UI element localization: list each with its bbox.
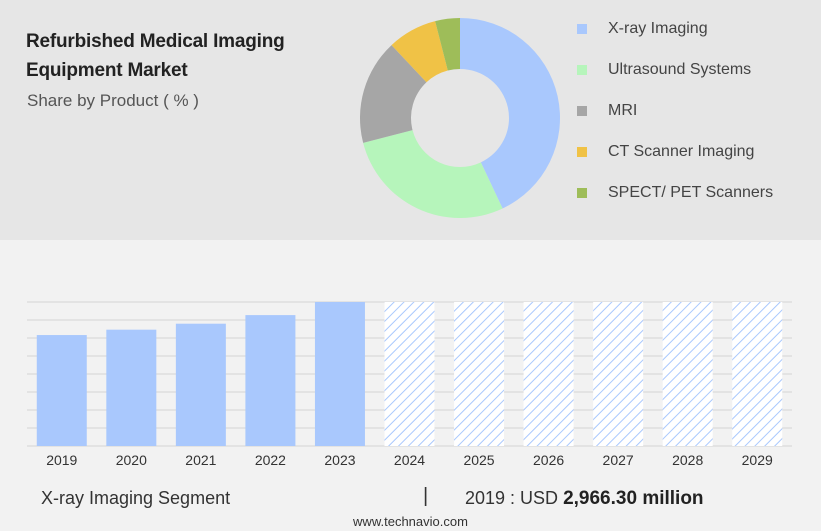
bar-2020 — [106, 329, 157, 446]
site-link[interactable]: www.technavio.com — [353, 514, 468, 529]
donut-slice-mri — [360, 45, 427, 143]
forecast-bar-2026 — [523, 302, 574, 446]
bar-2022 — [245, 315, 296, 446]
forecast-bar-2029 — [732, 302, 783, 446]
legend-item: Ultrasound Systems — [577, 49, 773, 90]
legend-swatch — [577, 105, 587, 116]
legend-item: SPECT/ PET Scanners — [577, 172, 773, 213]
donut-chart — [360, 18, 560, 219]
value-prefix: 2019 : USD — [465, 488, 559, 508]
legend-swatch — [577, 146, 587, 157]
legend-label: X-ray Imaging — [608, 19, 708, 37]
bar-chart: 2019 2020 2021 2022 2023 2024 2025 2026 2027 2028… — [27, 301, 792, 468]
footer-separator: | — [423, 485, 429, 507]
x-tick-label: 2021 — [185, 452, 216, 468]
x-tick-label: 2023 — [324, 452, 355, 468]
donut-slice-x-ray-imaging — [460, 18, 560, 209]
chart-subtitle: Share by Product ( % ) — [27, 91, 199, 110]
segment-value: 2019 : USD 2,966.30 million — [465, 488, 704, 510]
legend-item: CT Scanner Imaging — [577, 131, 773, 172]
chart-title: Refurbished Medical Imaging Equipment Ma… — [26, 31, 285, 81]
value-amount: 2,966.30 million — [563, 488, 704, 509]
segment-label: X-ray Imaging Segment — [41, 488, 231, 508]
x-tick-label: 2019 — [46, 452, 77, 468]
forecast-bar-2024 — [384, 302, 435, 446]
legend-label: Ultrasound Systems — [608, 60, 752, 78]
x-tick-label: 2020 — [116, 452, 147, 468]
legend-item: MRI — [577, 90, 773, 131]
x-tick-label: 2026 — [533, 452, 564, 468]
bar-marks — [36, 302, 783, 446]
legend-label: SPECT/ PET Scanners — [608, 183, 774, 201]
x-tick-label: 2024 — [394, 452, 425, 468]
donut-legend: X-ray Imaging Ultrasound Systems MRI CT Sca… — [577, 8, 773, 213]
donut-slice-ultrasound-systems — [363, 130, 503, 219]
bar-2021 — [175, 323, 226, 446]
donut-slice-spect-pet-scanners — [435, 18, 460, 71]
x-tick-label: 2027 — [603, 452, 634, 468]
bar-ticks: 2019 2020 2021 2022 2023 2024 2025 2026 2027 2028… — [46, 452, 773, 468]
donut-slice-ct-scanner-imaging — [391, 21, 448, 83]
forecast-bar-2028 — [662, 302, 713, 446]
legend-swatch — [577, 187, 587, 198]
x-tick-label: 2025 — [463, 452, 494, 468]
legend-label: CT Scanner Imaging — [608, 142, 755, 160]
x-tick-label: 2022 — [255, 452, 286, 468]
bar-2023 — [314, 302, 365, 446]
legend-label: MRI — [608, 101, 638, 119]
legend-item: X-ray Imaging — [577, 8, 773, 49]
x-tick-label: 2029 — [742, 452, 773, 468]
bar-2019 — [36, 335, 87, 446]
legend-swatch — [577, 23, 587, 34]
legend-swatch — [577, 64, 587, 75]
forecast-bar-2025 — [454, 302, 505, 446]
forecast-bar-2027 — [593, 302, 644, 446]
x-tick-label: 2028 — [672, 452, 703, 468]
